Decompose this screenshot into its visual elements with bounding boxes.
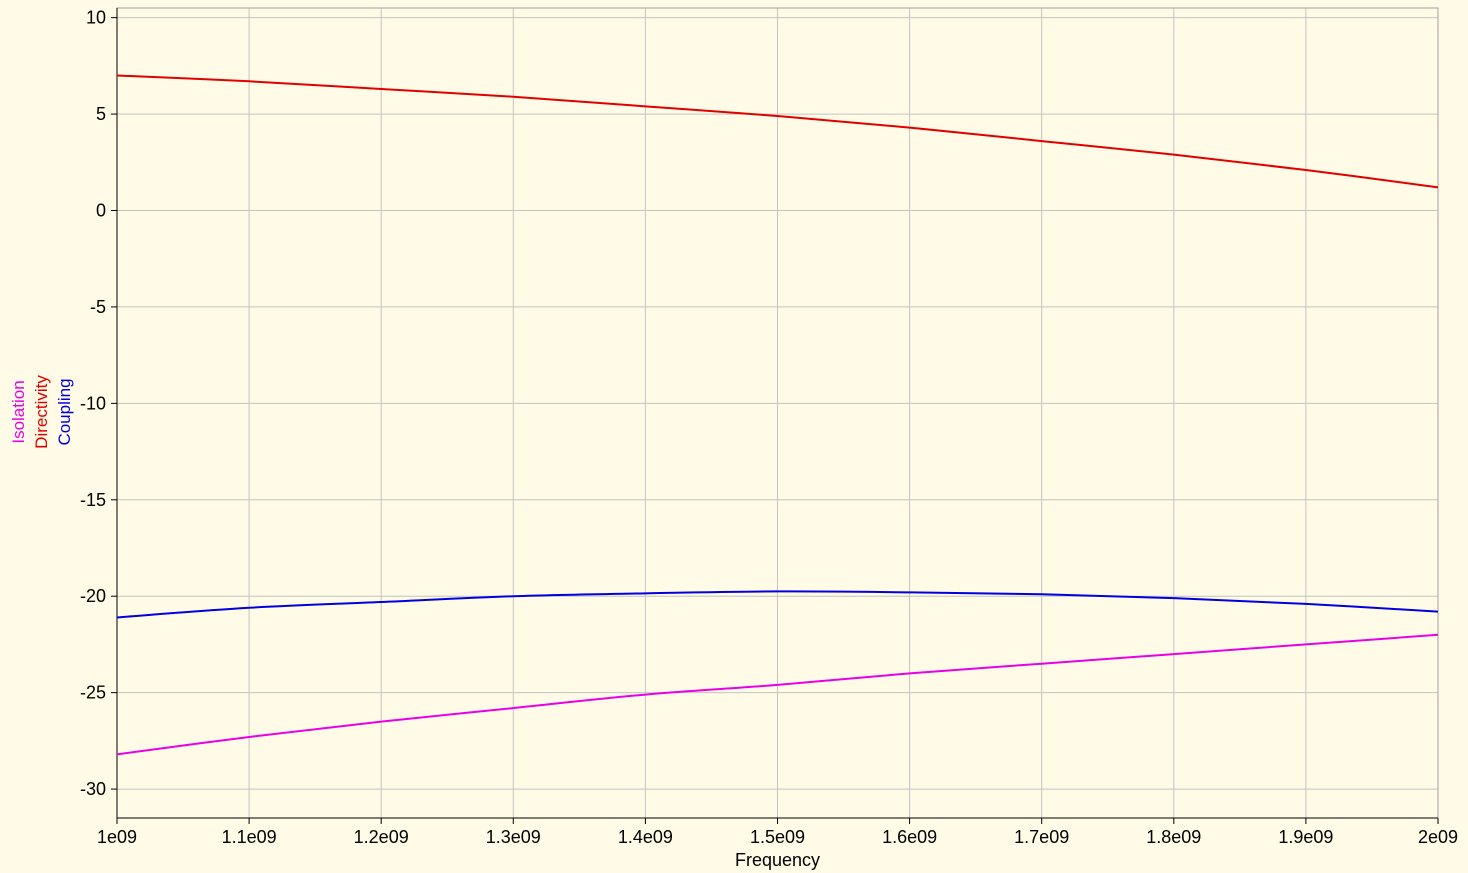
- series-line-directivity: [116, 74, 1439, 189]
- y-tick-label: -15: [80, 490, 106, 510]
- y-tick-label: -20: [80, 586, 106, 606]
- legend-entry-isolation: Isolation: [9, 380, 28, 443]
- x-tick-label: 1.3e09: [486, 827, 541, 847]
- series: [116, 74, 1439, 756]
- legend-entry-directivity: Directivity: [32, 375, 51, 449]
- x-tick-label: 1.6e09: [882, 827, 937, 847]
- x-tick-label: 1.8e09: [1146, 827, 1201, 847]
- x-tick-label: 1e09: [97, 827, 137, 847]
- ticks: 1e09 1.1e09 1.2e09 1.3e09 1.4e09 1.5e09 1.6e09…: [80, 8, 1458, 847]
- x-tick-label: 1.1e09: [222, 827, 277, 847]
- x-tick-label: 1.4e09: [618, 827, 673, 847]
- legend-entry-coupling: Coupling: [55, 378, 74, 445]
- legend: Isolation Directivity Coupling: [9, 375, 74, 449]
- y-tick-label: -25: [80, 683, 106, 703]
- y-tick-label: -5: [90, 297, 106, 317]
- x-tick-label: 1.7e09: [1014, 827, 1069, 847]
- x-tick-label: 2e09: [1418, 827, 1458, 847]
- y-tick-label: -10: [80, 393, 106, 413]
- series-line-isolation: [116, 633, 1439, 756]
- x-tick-label: 1.5e09: [750, 827, 805, 847]
- series-line-coupling: [116, 590, 1439, 619]
- y-tick-label: 0: [96, 201, 106, 221]
- x-tick-label: 1.9e09: [1278, 827, 1333, 847]
- x-tick-label: 1.2e09: [354, 827, 409, 847]
- y-tick-label: 5: [96, 104, 106, 124]
- y-tick-label: 10: [86, 8, 106, 28]
- x-axis-title: Frequency: [735, 850, 820, 870]
- y-tick-label: -30: [80, 779, 106, 799]
